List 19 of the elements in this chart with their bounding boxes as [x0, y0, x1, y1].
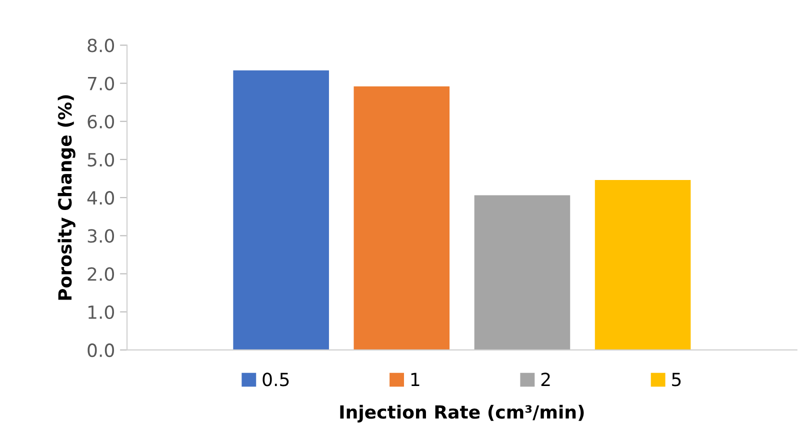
y-tick-label: 1.0	[88, 305, 114, 319]
y-axis-title: Porosity Change (%)	[58, 95, 76, 300]
legend-label: 2	[541, 372, 550, 386]
y-tick-label: 6.0	[88, 114, 114, 128]
y-tick-label: 7.0	[88, 76, 114, 90]
y-tick-label: 5.0	[88, 152, 114, 167]
legend-label: 1	[411, 372, 420, 386]
y-tick-label: 0.0	[88, 343, 114, 358]
y-tick-label: 3.0	[88, 229, 114, 243]
y-tick-label: 4.0	[87, 191, 114, 205]
legend-label: 0.5	[262, 372, 289, 386]
y-tick-label: 2.0	[88, 267, 114, 281]
y-tick-label: 8.0	[88, 38, 114, 52]
bar	[233, 70, 329, 350]
bar	[474, 195, 570, 350]
legend-label: 5	[672, 372, 681, 386]
bar	[594, 180, 691, 350]
bar	[354, 86, 450, 350]
x-axis-title: Injection Rate (cm³/min)	[340, 404, 584, 422]
